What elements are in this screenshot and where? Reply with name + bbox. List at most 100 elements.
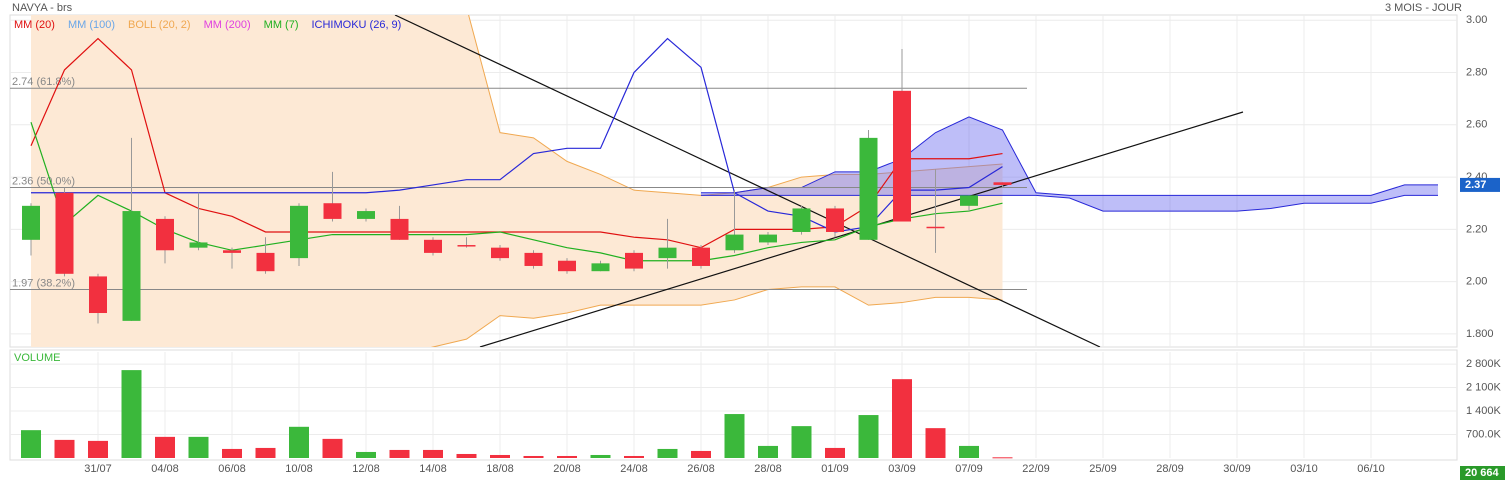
x-tick-label: 20/08 <box>553 463 581 475</box>
legend-entry: MM (7) <box>264 19 299 31</box>
volume-bar <box>255 447 276 458</box>
candle-body <box>725 234 744 251</box>
candle-body <box>759 234 777 243</box>
volume-bar <box>758 445 778 458</box>
candle-body <box>156 218 174 251</box>
x-tick-label: 24/08 <box>620 463 648 475</box>
volume-bar <box>88 440 108 458</box>
y-tick-label: 1.800 <box>1466 328 1494 340</box>
volume-bar <box>456 453 477 458</box>
volume-bar <box>523 455 544 458</box>
y-tick-label: 2 800K <box>1466 358 1502 370</box>
volume-bar <box>825 447 845 458</box>
volume-bar <box>992 457 1013 459</box>
volume-bar <box>423 449 443 458</box>
candle-body <box>357 211 375 219</box>
y-tick-label: 2.80 <box>1466 66 1487 78</box>
x-tick-label: 04/08 <box>151 463 179 475</box>
volume-bar <box>21 430 41 458</box>
volume-title: VOLUME <box>14 352 60 364</box>
candle-body <box>256 252 275 272</box>
x-tick-label: 25/09 <box>1089 463 1117 475</box>
candle-body <box>55 192 74 274</box>
ichimoku-span <box>701 194 1438 212</box>
y-tick-label: 2.20 <box>1466 223 1487 235</box>
candle-body <box>893 90 911 222</box>
trend-lines <box>22 15 1244 347</box>
y-tick-label: 3.00 <box>1466 14 1487 26</box>
volume-bar <box>624 455 644 458</box>
x-tick-label: 31/07 <box>84 463 112 475</box>
x-tick-label: 28/09 <box>1156 463 1184 475</box>
candle-body <box>960 195 978 206</box>
candle-body <box>424 239 442 253</box>
level-label: 1.97 (38.2%) <box>12 277 75 289</box>
candle-body <box>89 276 107 314</box>
candle-body <box>524 252 543 266</box>
x-tick-label: 18/08 <box>486 463 514 475</box>
last-price-label: 2.37 <box>1465 179 1486 191</box>
x-tick-label: 14/08 <box>419 463 447 475</box>
candle-body <box>290 205 308 259</box>
title: NAVYA - brs <box>12 2 73 14</box>
candle-body <box>390 218 409 240</box>
volume-bar <box>590 454 611 458</box>
candle-body <box>122 211 141 321</box>
volume-bar <box>389 449 410 458</box>
candle-body <box>859 137 878 240</box>
volume-bar <box>925 428 946 458</box>
y-tick-label: 700.0K <box>1466 428 1502 440</box>
candle-body <box>223 250 241 253</box>
x-tick-label: 30/09 <box>1223 463 1251 475</box>
volume-bar <box>959 445 979 458</box>
x-tick-label: 10/08 <box>285 463 313 475</box>
last-price-box <box>1460 177 1500 192</box>
x-tick-label: 28/08 <box>754 463 782 475</box>
volume-bar <box>791 426 812 458</box>
y-tick-label: 2.00 <box>1466 276 1487 288</box>
volume-bar <box>892 379 912 458</box>
level-label: 2.36 (50.0%) <box>12 175 75 187</box>
candle-body <box>826 208 844 232</box>
candle-body <box>558 260 576 272</box>
volume-bar <box>289 426 309 458</box>
x-tick-label: 12/08 <box>352 463 380 475</box>
volume-bar <box>188 436 209 458</box>
volume-bar <box>657 448 678 458</box>
candle-body <box>926 226 945 229</box>
ichimoku-span <box>701 116 1438 196</box>
candle-body <box>491 247 509 259</box>
x-tick-label: 01/09 <box>821 463 849 475</box>
candle-body <box>625 252 643 269</box>
candle-body <box>323 203 342 219</box>
candle-body <box>189 242 208 248</box>
y-tick-label: 2.60 <box>1466 119 1487 131</box>
indicator-line <box>30 121 1003 262</box>
legend-entry: ICHIMOKU (26, 9) <box>311 19 401 31</box>
candle-body <box>22 205 40 240</box>
x-tick-label: 03/10 <box>1290 463 1318 475</box>
legend-entry: MM (100) <box>68 19 115 31</box>
volume-bar <box>490 454 510 458</box>
y-tick-label: 2 100K <box>1466 381 1502 393</box>
legend-entry: MM (20) <box>14 19 55 31</box>
period: 3 MOIS - JOUR <box>1385 2 1462 14</box>
candle-body <box>993 182 1012 185</box>
last-volume-label: 20 664 <box>1465 467 1500 479</box>
y-tick-label: 1 400K <box>1466 405 1502 417</box>
trend-line <box>394 15 1101 347</box>
x-tick-label: 03/09 <box>888 463 916 475</box>
volume-bar <box>691 450 711 458</box>
volume-bar <box>54 439 75 458</box>
candle-body <box>692 247 710 266</box>
x-tick-label: 26/08 <box>687 463 715 475</box>
last-volume-box <box>1460 466 1505 480</box>
level-label: 2.74 (61.8%) <box>12 76 75 88</box>
candle-body <box>591 263 610 272</box>
x-tick-label: 06/10 <box>1357 463 1385 475</box>
volume-bar <box>356 451 376 458</box>
x-tick-label: 07/09 <box>955 463 983 475</box>
volume-bar <box>222 448 242 458</box>
volume-bar <box>155 436 175 458</box>
